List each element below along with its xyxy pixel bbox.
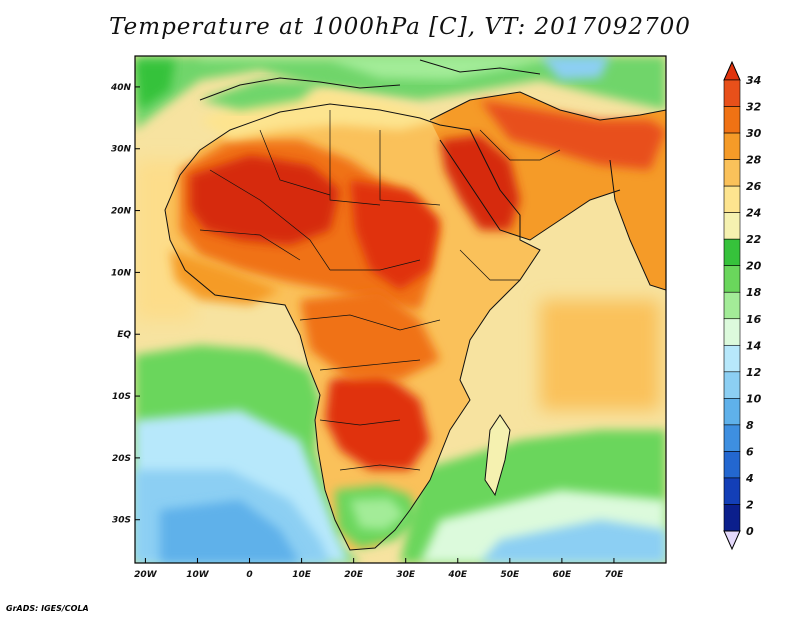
map-title: Temperature at 1000hPa [C], VT: 20170927… <box>109 14 691 40</box>
lat-label: 30N <box>111 145 132 155</box>
colorbar-label: 10 <box>746 392 762 405</box>
lat-label: 20S <box>112 454 131 464</box>
lon-label: 60E <box>553 570 573 580</box>
colorbar-label: 18 <box>746 286 762 299</box>
lat-label: EQ <box>117 330 131 340</box>
colorbar-label: 20 <box>746 260 762 273</box>
colorbar-label: 2 <box>746 498 754 511</box>
colorbar-swatch <box>723 291 741 320</box>
colorbar-label: 32 <box>746 101 762 114</box>
colorbar-label: 34 <box>746 74 761 87</box>
colorbar-swatch <box>723 265 741 293</box>
colorbar-label: 24 <box>746 207 761 220</box>
colorbar-swatch <box>723 451 741 479</box>
colorbar-swatch <box>723 477 741 505</box>
colorbar-label: 22 <box>746 233 762 246</box>
colorbar-label: 6 <box>746 445 754 458</box>
grads-credit: GrADS: IGES/COLA <box>6 604 89 613</box>
lon-label: 0 <box>246 570 252 580</box>
longitude-labels: 20W 10W 0 10E 20E 30E 40E 50E 60E 70E <box>134 558 624 580</box>
colorbar-label: 0 <box>746 525 754 538</box>
colorbar-swatch <box>723 344 741 373</box>
colorbar-label: 8 <box>746 419 754 432</box>
colorbar-swatch <box>723 504 741 532</box>
colorbar-swatch <box>723 318 741 346</box>
lat-label: 40N <box>110 83 132 93</box>
colorbar-swatch <box>723 212 741 240</box>
lon-label: 10W <box>186 570 210 580</box>
lon-label: 30E <box>396 570 416 580</box>
colorbar-swatch <box>723 79 741 107</box>
colorbar-bottom-triangle <box>723 530 741 551</box>
colorbar-swatch <box>723 132 741 160</box>
lon-label: 70E <box>605 570 625 580</box>
lon-label: 20W <box>134 570 158 580</box>
temperature-field <box>135 56 666 563</box>
colorbar-swatch <box>723 424 741 452</box>
colorbar-swatch <box>723 106 741 134</box>
latitude-labels: 40N 30N 20N 10N EQ 10S 20S 30S <box>110 83 140 526</box>
colorbar-label: 12 <box>746 366 762 379</box>
lon-label: 10E <box>292 570 312 580</box>
colorbar-swatch <box>723 371 741 399</box>
lat-label: 10S <box>112 392 131 402</box>
lat-label: 30S <box>112 516 131 526</box>
colorbar-label: 30 <box>746 127 762 140</box>
colorbar-label: 26 <box>746 180 762 193</box>
colorbar-top-triangle <box>723 60 741 81</box>
colorbar-label: 28 <box>746 154 762 167</box>
lon-label: 50E <box>500 570 520 580</box>
colorbar-swatch <box>723 159 741 187</box>
colorbar-swatch <box>723 185 741 213</box>
colorbar-swatch <box>723 238 741 267</box>
colorbar-label: 16 <box>746 313 762 326</box>
lat-label: 10N <box>111 268 132 278</box>
map-frame <box>134 55 667 564</box>
lat-label: 20N <box>111 207 132 217</box>
lon-label: 20E <box>344 570 364 580</box>
lon-label: 40E <box>447 570 468 580</box>
colorbar-swatch <box>723 398 741 426</box>
colorbar-label: 14 <box>746 339 761 352</box>
colorbar-label: 4 <box>745 472 754 485</box>
